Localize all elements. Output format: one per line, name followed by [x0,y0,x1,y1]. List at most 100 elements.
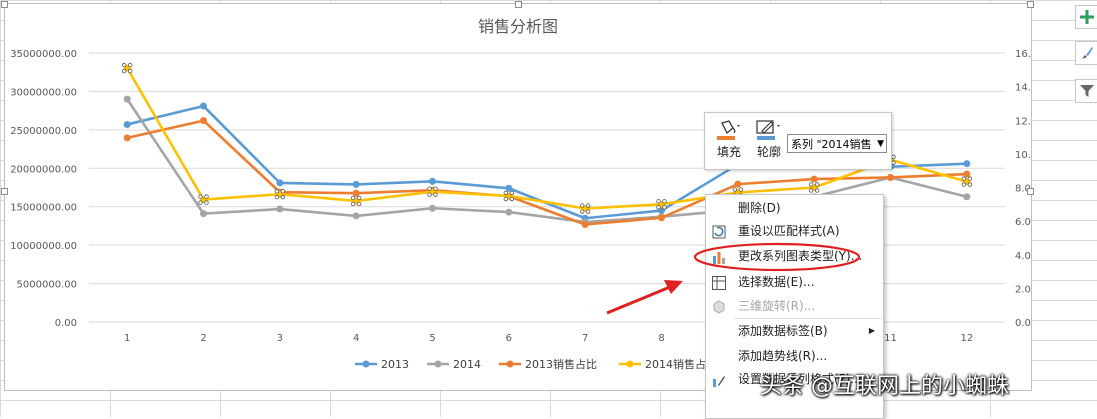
pen-outline-icon [756,120,780,140]
x-tick-label: 3 [277,333,283,344]
selected-data-point[interactable] [503,190,515,202]
data-point [734,180,742,188]
data-point [200,117,207,125]
outline-label: 轮廓 [756,145,781,159]
reset-style-icon [712,224,726,239]
resize-handle[interactable] [1,1,8,8]
data-point [810,175,818,183]
legend-marker [362,360,370,368]
context-menu-item-label: 更改系列图表类型(Y)... [738,249,863,263]
selected-data-point[interactable] [961,176,973,187]
context-menu: 删除(D) 重设以匹配样式(A) 更改系列图表类型(Y)... 选择数据(E)... 三… [705,194,884,419]
x-tick-label: 7 [582,333,588,344]
y-right-tick-label: 6.00% [1015,217,1031,228]
data-point [352,212,360,220]
outline-button[interactable]: 轮廓 [749,117,789,165]
data-point [276,205,284,213]
chevron-down-icon: ▼ [877,139,884,149]
data-point [963,170,971,178]
menu-separator [734,318,882,319]
selected-data-point[interactable] [427,186,438,197]
series-selector[interactable]: 系列 "2014销售 ▼ [787,134,887,153]
x-tick-label: 12 [960,333,973,344]
select-data-icon [712,275,726,290]
context-menu-item[interactable]: 删除(D) [706,197,883,219]
y-left-tick-label: 35000000.00 [10,49,77,60]
context-menu-item[interactable]: 更改系列图表类型(Y)... [706,245,883,267]
x-tick-label: 8 [658,333,664,344]
x-tick-label: 1 [124,333,130,344]
data-point [123,134,131,142]
data-point [505,208,513,216]
3d-rotate-icon [712,299,726,314]
resize-handle[interactable] [1027,1,1034,8]
mini-toolbar: 填充 轮廓 系列 "2014销售 ▼ [704,112,892,170]
x-tick-label: 2 [200,333,206,344]
chart-filters-button[interactable] [1075,79,1097,103]
data-point [887,173,894,181]
context-menu-item-label: 删除(D) [738,201,781,215]
selected-data-point[interactable] [121,62,133,74]
submenu-arrow-icon: ▶ [868,326,875,335]
legend-label: 2014 [453,358,481,371]
fill-button[interactable]: 填充 [709,117,749,165]
y-right-tick-label: 0.00% [1015,318,1031,329]
selected-data-point[interactable] [808,182,820,193]
x-tick-label: 11 [884,333,897,344]
funnel-icon [1080,85,1094,97]
data-point [123,120,131,128]
legend-label: 2013 [381,358,409,371]
legend-marker [626,360,634,368]
selected-data-point[interactable] [198,194,209,205]
data-point [276,179,284,187]
legend-label: 2014销售占比 [645,357,717,371]
data-point [963,193,971,201]
y-left-tick-label: 10000000.00 [10,241,77,252]
y-right-tick-label: 10.00% [1015,150,1031,161]
y-left-tick-label: 0.00 [55,318,77,329]
legend-marker [434,360,442,368]
fill-label: 填充 [716,145,741,159]
selected-data-point[interactable] [274,189,286,200]
paint-bucket-icon [717,120,740,140]
resize-handle[interactable] [1,188,8,195]
legend-marker [506,360,514,368]
context-menu-item[interactable]: 选择数据(E)... [706,271,883,293]
plus-icon [1080,10,1094,24]
selected-data-point[interactable] [656,199,667,210]
context-menu-item[interactable]: 添加数据标签(B) ▶ [706,320,883,342]
y-right-tick-label: 16.00% [1015,49,1031,60]
format-series-icon [712,372,726,387]
legend-label: 2013销售占比 [525,357,597,371]
data-point [352,189,360,197]
data-point [429,204,436,212]
y-left-tick-label: 15000000.00 [10,203,77,214]
selected-data-point[interactable] [579,203,591,214]
series-line [126,98,968,224]
y-left-tick-label: 25000000.00 [10,126,77,137]
y-left-tick-label: 5000000.00 [17,280,77,291]
series-selector-value: 系列 "2014销售 [791,138,872,151]
y-left-tick-label: 20000000.00 [10,164,77,175]
chart-styles-button[interactable] [1075,41,1097,65]
context-menu-item[interactable]: 重设以匹配样式(A) [706,220,883,242]
selected-data-point[interactable] [350,195,362,207]
context-menu-item[interactable]: 添加趋势线(R)... [706,345,883,367]
context-menu-item-label: 三维旋转(R)... [738,299,816,313]
resize-handle[interactable] [1027,188,1034,195]
chart-type-icon [712,249,726,264]
series-line [126,119,967,226]
context-menu-item[interactable]: 设置数据系列格式(F)... [706,368,883,390]
x-tick-label: 4 [353,333,359,344]
context-menu-item-label: 选择数据(E)... [738,275,815,289]
chart-elements-button[interactable] [1075,5,1097,29]
brush-icon [1082,47,1093,59]
resize-handle[interactable] [515,1,522,8]
data-point [963,160,971,168]
context-menu-item-label: 重设以匹配样式(A) [738,224,840,238]
y-left-tick-label: 30000000.00 [10,87,77,98]
context-menu-item: 三维旋转(R)... [706,295,883,317]
y-right-tick-label: 14.00% [1015,83,1031,94]
data-point [658,214,665,222]
chart-title: 销售分析图 [478,17,558,36]
